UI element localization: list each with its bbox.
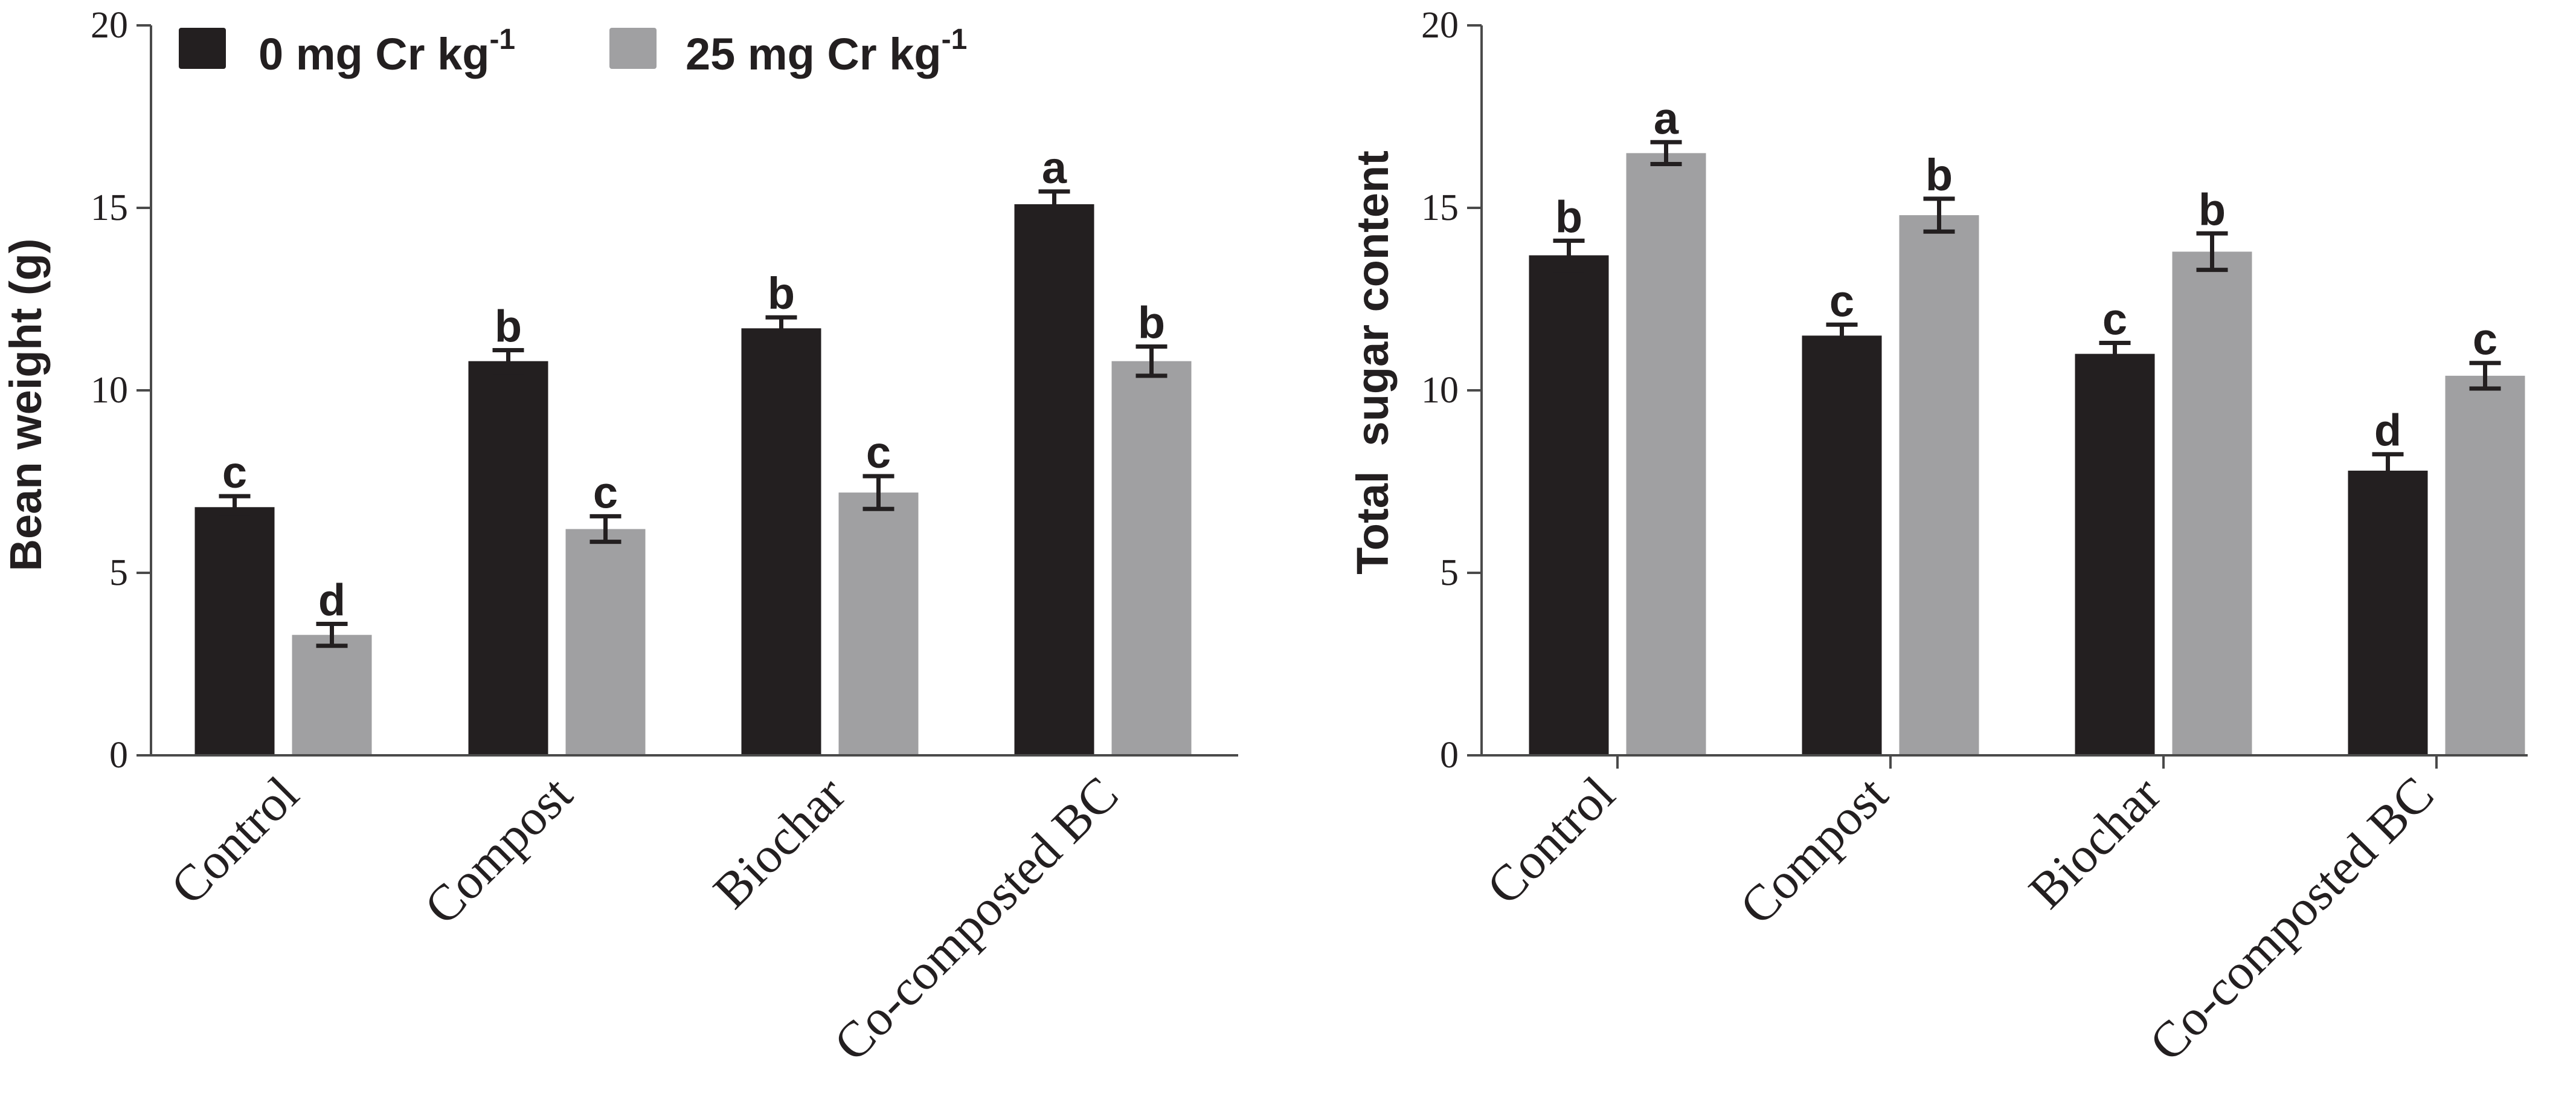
bean-weight-category-label: Biochar: [703, 766, 856, 920]
sugar-content-y-tick-label: 15: [1421, 187, 1459, 228]
bean-weight-error-bar: [316, 622, 348, 648]
bean-weight-significance-letter: c: [866, 427, 891, 477]
sugar-content-bar-0mg: [1802, 335, 1882, 755]
sugar-content-category-label: Compost: [1729, 766, 1898, 935]
sugar-content-error-bar: [1553, 238, 1585, 273]
bean-weight-significance-letter: d: [318, 575, 345, 625]
legend-label-25mg: 25 mg Cr kg-1: [686, 24, 967, 79]
sugar-content-bar-25mg: [1626, 153, 1706, 755]
bean-weight-bar-25mg: [565, 529, 646, 755]
bean-weight-bars: c d b c b c a b: [194, 143, 1192, 756]
sugar-content-y-tick-label: 20: [1421, 5, 1459, 46]
bean-weight-significance-letter: c: [222, 447, 247, 497]
sugar-content-bar-0mg: [2075, 353, 2155, 755]
bean-weight-bar-0mg: [1014, 204, 1094, 756]
bean-weight-bar-25mg: [1111, 361, 1192, 755]
bean-weight-error-bar: [862, 474, 895, 511]
sugar-content-significance-letter: b: [1926, 150, 1953, 200]
sugar-content-y-axis-label: Total sugar content: [1347, 150, 1398, 575]
sugar-content-significance-letter: c: [2473, 314, 2497, 364]
sugar-content-error-bar: [1923, 196, 1955, 234]
sugar-content-significance-letter: c: [1829, 276, 1854, 326]
sugar-content-y-tick-label: 5: [1440, 552, 1459, 593]
sugar-content-y-ticks: 0 5 10 15 20: [1421, 5, 1482, 776]
bean-weight-category-label: Control: [160, 766, 309, 915]
sugar-content-bar-25mg: [2445, 375, 2525, 755]
legend: 0 mg Cr kg-1 25 mg Cr kg-1: [179, 24, 967, 79]
bean-weight-y-tick-label: 5: [109, 552, 128, 593]
legend-swatch-0mg: [179, 28, 226, 69]
sugar-content-y-tick-label: 10: [1421, 370, 1459, 411]
sugar-content-error-bar: [2469, 361, 2501, 391]
bean-weight-error-bar: [765, 315, 797, 341]
sugar-content-significance-letter: c: [2102, 294, 2127, 344]
sugar-content-significance-letter: a: [1654, 93, 1679, 143]
bean-weight-y-tick-label: 15: [91, 187, 128, 228]
sugar-content-error-bar: [1650, 140, 1682, 167]
sugar-content-bar-0mg: [1529, 255, 1609, 755]
sugar-content-bar-25mg: [2172, 251, 2252, 756]
sugar-content-significance-letter: b: [1555, 192, 1582, 242]
bean-weight-significance-letter: a: [1042, 143, 1067, 193]
sugar-content-significance-letter: d: [2374, 405, 2401, 456]
bean-weight-significance-letter: b: [768, 268, 795, 318]
sugar-content-error-bar: [1826, 322, 1858, 349]
bean-weight-error-bar: [589, 514, 622, 544]
legend-label-0mg: 0 mg Cr kg-1: [259, 24, 515, 79]
bean-weight-bar-25mg: [838, 492, 919, 755]
bean-weight-error-bar: [219, 494, 251, 520]
bean-weight-bar-0mg: [741, 328, 821, 755]
sugar-content-significance-letter: b: [2199, 184, 2226, 234]
bean-weight-significance-letter: c: [593, 467, 618, 517]
sugar-content-chart: Total sugar content 0 5 10 15 20 b a c b c b d c Co…: [1347, 5, 2528, 1072]
legend-swatch-25mg: [609, 28, 657, 69]
bean-weight-y-axis-label: Bean weight (g): [1, 239, 51, 572]
sugar-content-error-bar: [2196, 231, 2228, 273]
sugar-content-bar-0mg: [2348, 470, 2428, 755]
sugar-content-bars: b a c b c b d c: [1529, 93, 2525, 756]
sugar-content-category-label: Control: [1476, 766, 1625, 915]
bean-weight-y-ticks: 0 5 10 15 20: [91, 5, 151, 776]
bean-weight-category-label: Compost: [414, 766, 583, 935]
bean-weight-bar-25mg: [292, 634, 372, 755]
sugar-content-y-tick-label: 0: [1440, 735, 1459, 776]
bean-weight-y-tick-label: 0: [109, 735, 128, 776]
bean-weight-significance-letter: b: [1138, 298, 1165, 348]
sugar-content-category-label: Co-composted BC: [2139, 766, 2444, 1072]
bean-weight-error-bar: [1038, 189, 1070, 219]
bean-weight-significance-letter: b: [495, 302, 522, 352]
bean-weight-error-bar: [492, 348, 524, 375]
bean-weight-bar-0mg: [194, 507, 275, 755]
bean-weight-y-tick-label: 10: [91, 370, 128, 411]
sugar-content-error-bar: [2099, 340, 2131, 367]
sugar-content-error-bar: [2372, 452, 2404, 489]
bean-weight-chart: Bean weight (g) 0 5 10 15 20 c d b c b c a b Contro…: [1, 5, 1238, 1072]
bean-weight-bar-0mg: [468, 361, 548, 755]
sugar-content-bar-25mg: [1899, 215, 1979, 756]
bean-weight-error-bar: [1135, 344, 1168, 378]
sugar-content-category-label: Biochar: [2019, 766, 2172, 920]
bean-weight-category-label: Co-composted BC: [823, 766, 1129, 1072]
bean-weight-y-tick-label: 20: [91, 5, 128, 46]
